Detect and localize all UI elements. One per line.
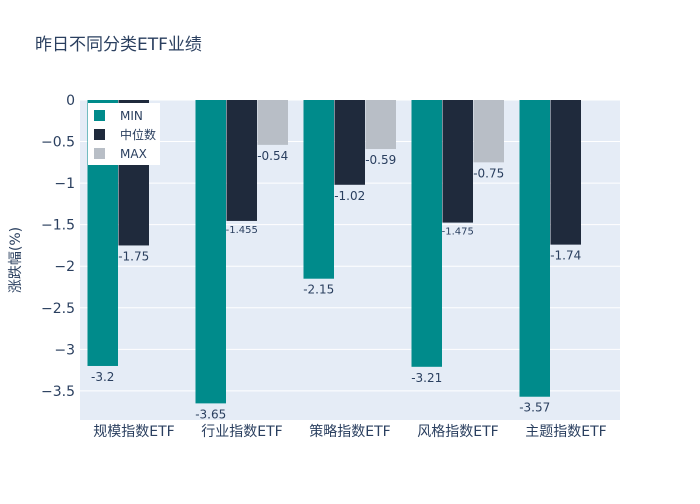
x-axis-ticks: 规模指数ETF 行业指数ETF 策略指数ETF 风格指数ETF 主题指数ETF	[93, 423, 606, 440]
legend[interactable]: MIN 中位数 MAX	[88, 103, 160, 165]
data-label: -3.65	[195, 407, 226, 421]
data-label: -1.475	[442, 227, 474, 238]
data-label: -1.75	[118, 249, 149, 263]
legend-label[interactable]: MIN	[120, 109, 143, 123]
legend-label[interactable]: MAX	[120, 147, 147, 161]
x-tick-label: 行业指数ETF	[201, 424, 282, 440]
data-label: -3.2	[91, 370, 114, 384]
bar[interactable]	[442, 100, 474, 223]
legend-swatch[interactable]	[94, 129, 105, 140]
bar[interactable]	[226, 100, 258, 221]
legend-swatch[interactable]	[94, 148, 105, 159]
y-axis-label: 涨跌幅(%)	[8, 227, 24, 293]
bar[interactable]	[195, 100, 227, 404]
data-label: -0.54	[257, 149, 288, 163]
y-tick-label: −1.5	[41, 218, 75, 234]
chart-title: 昨日不同分类ETF业绩	[35, 35, 202, 55]
data-label: -1.74	[550, 249, 581, 263]
y-tick-label: −3	[54, 342, 75, 358]
bar[interactable]	[303, 100, 335, 279]
legend-swatch[interactable]	[94, 110, 105, 121]
bars	[87, 100, 582, 404]
legend-label[interactable]: 中位数	[120, 127, 156, 142]
y-tick-label: −1	[54, 176, 75, 192]
data-label: -1.02	[334, 189, 365, 203]
y-tick-label: −0.5	[41, 135, 75, 151]
y-axis-ticks: 0 −0.5 −1 −1.5 −2 −2.5 −3 −3.5	[41, 93, 75, 400]
y-tick-label: 0	[66, 93, 75, 109]
x-tick-label: 规模指数ETF	[93, 424, 174, 440]
x-tick-label: 策略指数ETF	[309, 423, 390, 440]
y-tick-label: −2	[54, 259, 75, 275]
bar[interactable]	[473, 100, 505, 163]
data-label: -0.59	[365, 153, 396, 167]
bar[interactable]	[519, 100, 551, 397]
data-label: -0.75	[473, 166, 504, 180]
bar[interactable]	[334, 100, 366, 185]
bar[interactable]	[550, 100, 582, 245]
bar[interactable]	[365, 100, 397, 150]
data-labels: -3.2 -1.75 -3.65 -1.455 -0.54 -2.15 -1.02 -0.59…	[91, 149, 581, 421]
y-tick-label: −3.5	[41, 384, 75, 400]
y-tick-label: −2.5	[41, 301, 75, 317]
data-label: -1.455	[226, 225, 258, 236]
data-label: -3.57	[519, 401, 550, 415]
data-label: -2.15	[303, 283, 334, 297]
data-label: -3.21	[411, 371, 442, 385]
bar[interactable]	[411, 100, 443, 367]
x-tick-label: 主题指数ETF	[525, 424, 606, 440]
bar[interactable]	[257, 100, 289, 145]
x-tick-label: 风格指数ETF	[417, 424, 498, 440]
